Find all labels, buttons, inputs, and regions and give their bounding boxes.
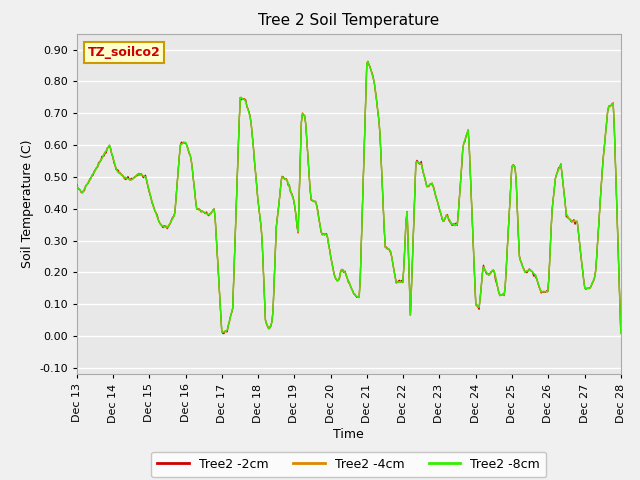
X-axis label: Time: Time	[333, 428, 364, 441]
Title: Tree 2 Soil Temperature: Tree 2 Soil Temperature	[258, 13, 440, 28]
Text: TZ_soilco2: TZ_soilco2	[88, 46, 161, 59]
Y-axis label: Soil Temperature (C): Soil Temperature (C)	[20, 140, 33, 268]
Legend: Tree2 -2cm, Tree2 -4cm, Tree2 -8cm: Tree2 -2cm, Tree2 -4cm, Tree2 -8cm	[151, 452, 547, 477]
